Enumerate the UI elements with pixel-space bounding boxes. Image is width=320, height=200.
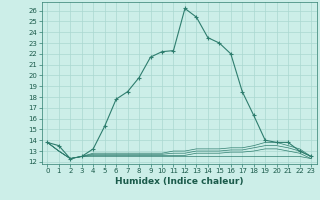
- X-axis label: Humidex (Indice chaleur): Humidex (Indice chaleur): [115, 177, 244, 186]
